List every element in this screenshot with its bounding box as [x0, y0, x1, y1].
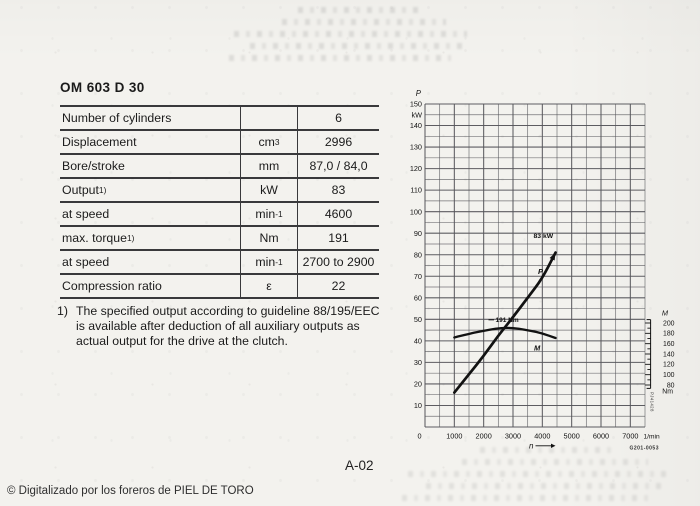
spec-unit: mm [240, 155, 298, 177]
y-axis-tick-label: 110 [410, 186, 422, 195]
power-curve [452, 251, 557, 394]
spec-value: 4600 [324, 207, 353, 221]
y-axis-tick-label: 80 [414, 250, 422, 259]
y-axis-tick-label: 60 [414, 293, 422, 302]
x-axis-tick-label: 7000 [622, 432, 638, 441]
y-axis-tick-label: 130 [410, 143, 422, 152]
x-axis-tick-label: 6000 [593, 432, 609, 441]
y-axis-tick-label: 120 [410, 164, 422, 173]
x-axis-tick-label: 3000 [505, 432, 521, 441]
x-axis-title: n [529, 442, 534, 451]
power-annotation: 83 kW [534, 233, 554, 240]
right-axis-unit: Nm [662, 389, 673, 396]
right-axis-tick-label: 80 [667, 382, 675, 389]
right-axis-tick-label: 120 [663, 362, 675, 369]
right-axis-tick-label: 160 [663, 341, 675, 348]
spec-label: max. torque 1) [62, 231, 135, 245]
x-axis-tick-label: 5000 [564, 432, 580, 441]
y-axis-tick-label: 50 [414, 315, 422, 324]
spec-label: Output 1) [62, 183, 107, 197]
spec-label: Bore/stroke [62, 159, 125, 173]
spec-unit: min -1 [240, 203, 298, 225]
x-axis-tick-label: 4000 [534, 432, 550, 441]
side-code: PJ41428 [650, 392, 655, 412]
figure-code: G201-0053 [629, 446, 659, 452]
y-axis-tick-label: 140 [410, 121, 422, 130]
y-axis-tick-label: 30 [414, 358, 422, 367]
y-axis-tick-label: 70 [414, 272, 422, 281]
spec-value: 2700 to 2900 [302, 255, 375, 269]
y-axis-tick-label: 20 [414, 380, 422, 389]
spec-value: 83 [331, 183, 346, 197]
x-axis-unit: 1/min [644, 434, 660, 441]
spec-unit: ε [240, 275, 298, 297]
spec-unit [240, 107, 298, 129]
chart-svg: PkW1501401301201101009080706050403020100… [410, 89, 675, 452]
y-axis-tick-label: 10 [414, 401, 422, 410]
spec-table: Number of cylinders 6 Displacement cm 3 2996 B… [60, 105, 379, 299]
spec-unit: Nm [240, 227, 298, 249]
engine-model-title: OM 603 D 30 [60, 80, 145, 95]
x-axis-tick-label: 1000 [446, 432, 462, 441]
y-axis-unit: kW [411, 111, 422, 120]
y-axis-tick-label: 90 [414, 229, 422, 238]
spec-value: 191 [328, 231, 349, 245]
y-axis-tick-label: 150 [410, 100, 422, 109]
right-axis-tick-label: 180 [663, 331, 675, 338]
right-axis-tick-label: 140 [663, 351, 675, 358]
page-code: A-02 [345, 458, 374, 473]
spec-value: 6 [335, 111, 342, 125]
table-row: Bore/stroke mm 87,0 / 84,0 [60, 153, 379, 177]
right-axis-title: M [662, 309, 669, 318]
table-row: Output 1) kW 83 [60, 177, 379, 201]
spec-unit: min -1 [240, 251, 298, 273]
footnote-marker: 1) [57, 304, 68, 318]
table-row: max. torque 1) Nm 191 [60, 225, 379, 249]
spec-value: 22 [331, 279, 346, 293]
spec-label: Displacement [62, 135, 137, 149]
spec-label: at speed [62, 207, 110, 221]
bleed-through-smudge [218, 1, 483, 63]
spec-unit: cm 3 [240, 131, 298, 153]
right-axis-tick-label: 200 [663, 320, 675, 327]
bleed-through-smudge [390, 441, 690, 503]
table-row: at speed min -1 4600 [60, 201, 379, 225]
torque-annotation: 191 Nm [496, 317, 519, 324]
origin-tick-label: 0 [417, 432, 421, 441]
table-row: Compression ratio ε 22 [60, 273, 379, 297]
y-axis-title: P [416, 89, 422, 98]
spec-unit: kW [240, 179, 298, 201]
spec-value: 87,0 / 84,0 [309, 159, 368, 173]
y-axis-tick-label: 40 [414, 336, 422, 345]
y-axis-tick-label: 100 [410, 207, 422, 216]
table-row: Number of cylinders 6 [60, 105, 379, 129]
x-axis-tick-label: 2000 [476, 432, 492, 441]
spec-label: Number of cylinders [62, 111, 172, 125]
x-axis-arrowhead [551, 443, 556, 448]
torque-curve [453, 326, 557, 340]
copyright-watermark: © Digitalizado por los foreros de PIEL D… [7, 485, 254, 497]
spec-value: 2996 [324, 135, 353, 149]
table-row: Displacement cm 3 2996 [60, 129, 379, 153]
torque-curve-label: M [534, 344, 541, 353]
power-curve-label: P [538, 267, 544, 276]
footnote: 1) The specified output according to gui… [57, 304, 391, 349]
spec-label: at speed [62, 255, 110, 269]
footnote-text: The specified output according to guidel… [76, 304, 380, 348]
spec-label: Compression ratio [62, 279, 162, 293]
table-row: at speed min -1 2700 to 2900 [60, 249, 379, 273]
power-curve-arrowhead [549, 252, 556, 261]
right-axis-tick-label: 100 [663, 372, 675, 379]
